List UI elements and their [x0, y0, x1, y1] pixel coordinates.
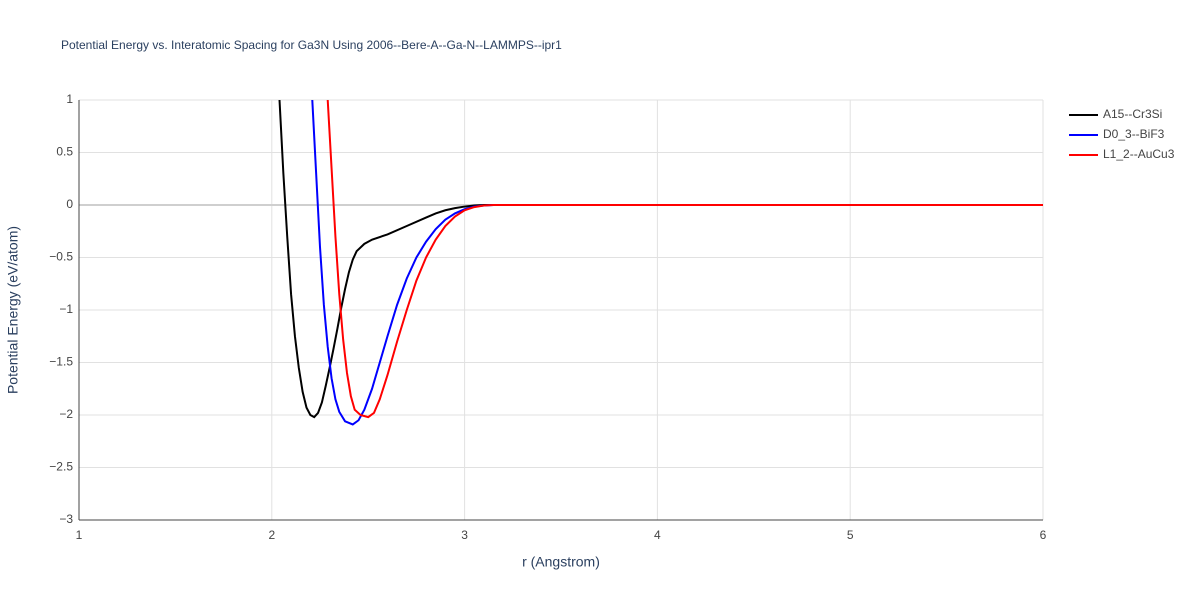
y-tick-label: 0: [66, 197, 73, 211]
series-line: [311, 100, 1043, 426]
y-axis-label: Potential Energy (eV/atom): [5, 226, 21, 394]
x-tick-label: 1: [76, 528, 83, 542]
y-tick-label: 0.5: [56, 145, 73, 159]
y-tick-label: −0.5: [49, 250, 73, 264]
x-tick-label: 4: [654, 528, 661, 542]
y-tick-label: −1: [59, 302, 73, 316]
y-tick-label: −1.5: [49, 355, 73, 369]
legend-label: A15--Cr3Si: [1103, 107, 1162, 121]
x-tick-label: 5: [847, 528, 854, 542]
x-tick-label: 6: [1040, 528, 1047, 542]
x-tick-label: 3: [461, 528, 468, 542]
legend-label: D0_3--BiF3: [1103, 127, 1165, 141]
legend-label: L1_2--AuCu3: [1103, 147, 1175, 161]
y-tick-label: −3: [59, 512, 73, 526]
y-tick-label: 1: [66, 92, 73, 106]
y-tick-label: −2: [59, 407, 73, 421]
x-axis-label: r (Angstrom): [522, 554, 600, 570]
series-line: [278, 100, 1043, 419]
y-tick-label: −2.5: [49, 460, 73, 474]
x-tick-label: 2: [268, 528, 275, 542]
series-line: [326, 100, 1043, 419]
chart-title: Potential Energy vs. Interatomic Spacing…: [61, 38, 562, 52]
